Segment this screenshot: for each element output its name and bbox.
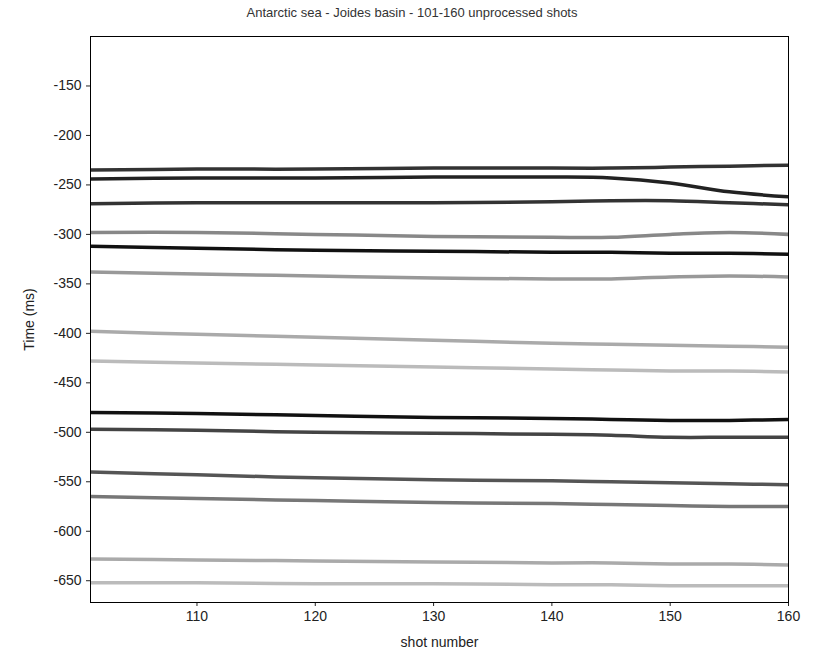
svg-text:-600: -600 (53, 523, 81, 539)
svg-text:-500: -500 (53, 424, 81, 440)
svg-text:-250: -250 (53, 176, 81, 192)
svg-text:-300: -300 (53, 226, 81, 242)
svg-text:150: 150 (659, 608, 683, 624)
svg-text:130: 130 (422, 608, 446, 624)
svg-text:shot number: shot number (401, 634, 479, 650)
svg-text:-200: -200 (53, 127, 81, 143)
svg-text:Time (ms): Time (ms) (21, 288, 37, 350)
svg-text:120: 120 (304, 608, 328, 624)
svg-text:-400: -400 (53, 325, 81, 341)
svg-text:110: 110 (186, 608, 209, 624)
html-text:Antarctic sea - Joides basin -: Antarctic sea - Joides basin - 101-160 u… (246, 5, 578, 20)
svg-text:140: 140 (540, 608, 564, 624)
svg-text:-650: -650 (53, 572, 81, 588)
svg-text:160: 160 (777, 608, 801, 624)
svg-text:-150: -150 (53, 77, 81, 93)
svg-text:-350: -350 (53, 275, 81, 291)
svg-text:-550: -550 (53, 473, 81, 489)
svg-text:-450: -450 (53, 374, 81, 390)
